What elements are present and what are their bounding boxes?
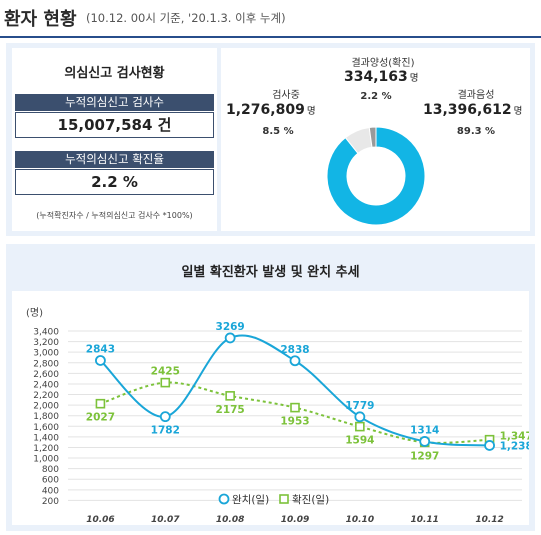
recovered-point (419, 436, 431, 447)
page-subtitle: (10.12. 00시 기준, '20.1.3. 이후 누계) (86, 11, 286, 25)
daily-trend-line-chart: (명) 3,4003,2003,0002,8002,6002,4002,2002,… (26, 307, 529, 525)
y-axis-label: (명) (26, 307, 43, 319)
y-tick-label: 2,200 (33, 391, 59, 401)
trend-chart-title: 일별 확진환자 발생 및 완치 추세 (181, 265, 360, 280)
recovered-data-label: 1314 (410, 424, 439, 436)
testing-count: 1,276,809 (226, 102, 305, 118)
x-tick-label: 10.12 (475, 515, 503, 525)
recovered-data-label: 1782 (151, 425, 180, 437)
negative-count: 13,396,612 (423, 102, 512, 118)
y-tick-label: 1,800 (33, 412, 59, 422)
cumulative-tests-label: 누적의심신고 검사수 (15, 94, 214, 111)
y-tick-label: 2,800 (33, 359, 59, 369)
confirmed-data-label: 1953 (280, 416, 309, 428)
confirmed-data-label: 2175 (216, 404, 245, 416)
trend-panel: 일별 확진환자 발생 및 완치 추세 (명) 3,400 3,200 3,000 2,8… (6, 244, 535, 531)
confirmed-point (225, 391, 235, 401)
testing-unit: 명 (306, 106, 316, 117)
y-tick-label: 3,000 (33, 349, 59, 359)
positive-pct: 2.2 % (360, 91, 392, 102)
x-tick-label: 10.08 (216, 515, 244, 525)
positive-rate-value: 2.2 % (15, 169, 214, 195)
confirmed-data-label: 1594 (345, 435, 374, 447)
y-tick-label: 2,400 (33, 380, 59, 390)
testing-pct: 8.5 % (262, 126, 294, 137)
donut-slice-0 (326, 126, 426, 226)
y-tick-label: 3,200 (33, 338, 59, 348)
recovered-data-label: 2843 (86, 343, 115, 355)
recovered-data-label: 1,238 (500, 440, 529, 452)
y-tick-label: 600 (42, 476, 59, 486)
y-tick-label: 200 (42, 497, 59, 507)
test-summary-box: 의심신고 검사현황 누적의심신고 검사수 15,007,584 건 누적의심신고… (12, 48, 217, 231)
testing-label: 검사중 (272, 90, 300, 101)
donut-slice-2 (368, 126, 377, 148)
recovered-data-label: 1779 (345, 400, 374, 412)
header-divider (0, 36, 541, 38)
negative-unit: 명 (513, 106, 523, 117)
x-tick-label: 10.09 (281, 515, 309, 525)
negative-label: 결과음성 (457, 90, 495, 101)
y-tick-label: 2,000 (33, 402, 59, 412)
formula-note: (누적확진자수 / 누적의심신고 검사수 *100%) (36, 211, 193, 220)
negative-value: 13,396,612 명 (423, 102, 522, 118)
positive-label: 결과양성(확진) (351, 58, 415, 69)
recovered-point (484, 440, 495, 451)
positive-value: 334,163 명 (344, 69, 419, 85)
positive-unit: 명 (409, 73, 419, 84)
x-tick-label: 10.07 (151, 515, 180, 525)
confirmed-point (290, 402, 300, 413)
y-tick-label: 1,400 (33, 433, 59, 443)
trend-chart-box: (명) 3,400 3,200 3,000 2,800 2,600 2,400 2,200 2,… (12, 291, 529, 525)
x-tick-label: 10.06 (86, 515, 114, 525)
confirmed-point (160, 377, 171, 388)
x-tick-label: 10.10 (346, 515, 374, 525)
y-tick-label: 400 (42, 486, 59, 496)
test-summary-title: 의심신고 검사현황 (64, 66, 165, 81)
confirmed-data-label: 1297 (410, 450, 439, 462)
recovered-data-label: 3269 (216, 321, 245, 333)
negative-pct: 89.3 % (456, 126, 496, 137)
recovered-point (354, 411, 366, 423)
positive-count: 334,163 (344, 69, 408, 85)
confirmed-data-label: 2027 (86, 412, 115, 424)
page-header: 환자 현황 (10.12. 00시 기준, '20.1.3. 이후 누계) (0, 0, 541, 38)
positive-rate-label: 누적의심신고 확진율 (15, 151, 214, 168)
recovered-point (159, 411, 171, 423)
testing-value: 1,276,809 명 (226, 102, 316, 118)
legend-confirmed-label: 확진(일) (292, 493, 329, 506)
confirmed-point (355, 421, 365, 432)
y-tick-label: 1,000 (33, 455, 59, 465)
legend-confirmed-marker (279, 494, 289, 504)
confirmed-point (95, 398, 106, 409)
legend-recovered-marker (218, 493, 230, 505)
confirmed-data-label: 1,347 (500, 431, 529, 443)
cumulative-tests-value: 15,007,584 건 (15, 112, 214, 138)
y-tick-label: 2,600 (33, 370, 59, 380)
recovered-data-label: 2838 (280, 344, 309, 356)
y-tick-label: 1,200 (33, 444, 59, 454)
x-tick-label: 10.11 (410, 515, 438, 525)
confirmed-data-label: 2425 (151, 366, 180, 378)
recovered-point (289, 355, 301, 367)
y-tick-label: 3,400 (33, 328, 59, 338)
legend-recovered-label: 완치(일) (232, 493, 269, 506)
test-status-panel: 의심신고 검사현황 누적의심신고 검사수 15,007,584 건 누적의심신고… (6, 43, 535, 236)
test-result-breakdown: 결과양성(확진) 334,163 명 2.2 % 검사중 1,276,809 명 8… (221, 48, 530, 231)
page-title: 환자 현황 (4, 9, 77, 30)
recovered-point (95, 355, 106, 366)
y-tick-label: 1,600 (33, 423, 59, 433)
recovered-point (224, 332, 236, 344)
y-tick-label: 800 (42, 465, 59, 475)
result-donut-chart (326, 126, 426, 226)
